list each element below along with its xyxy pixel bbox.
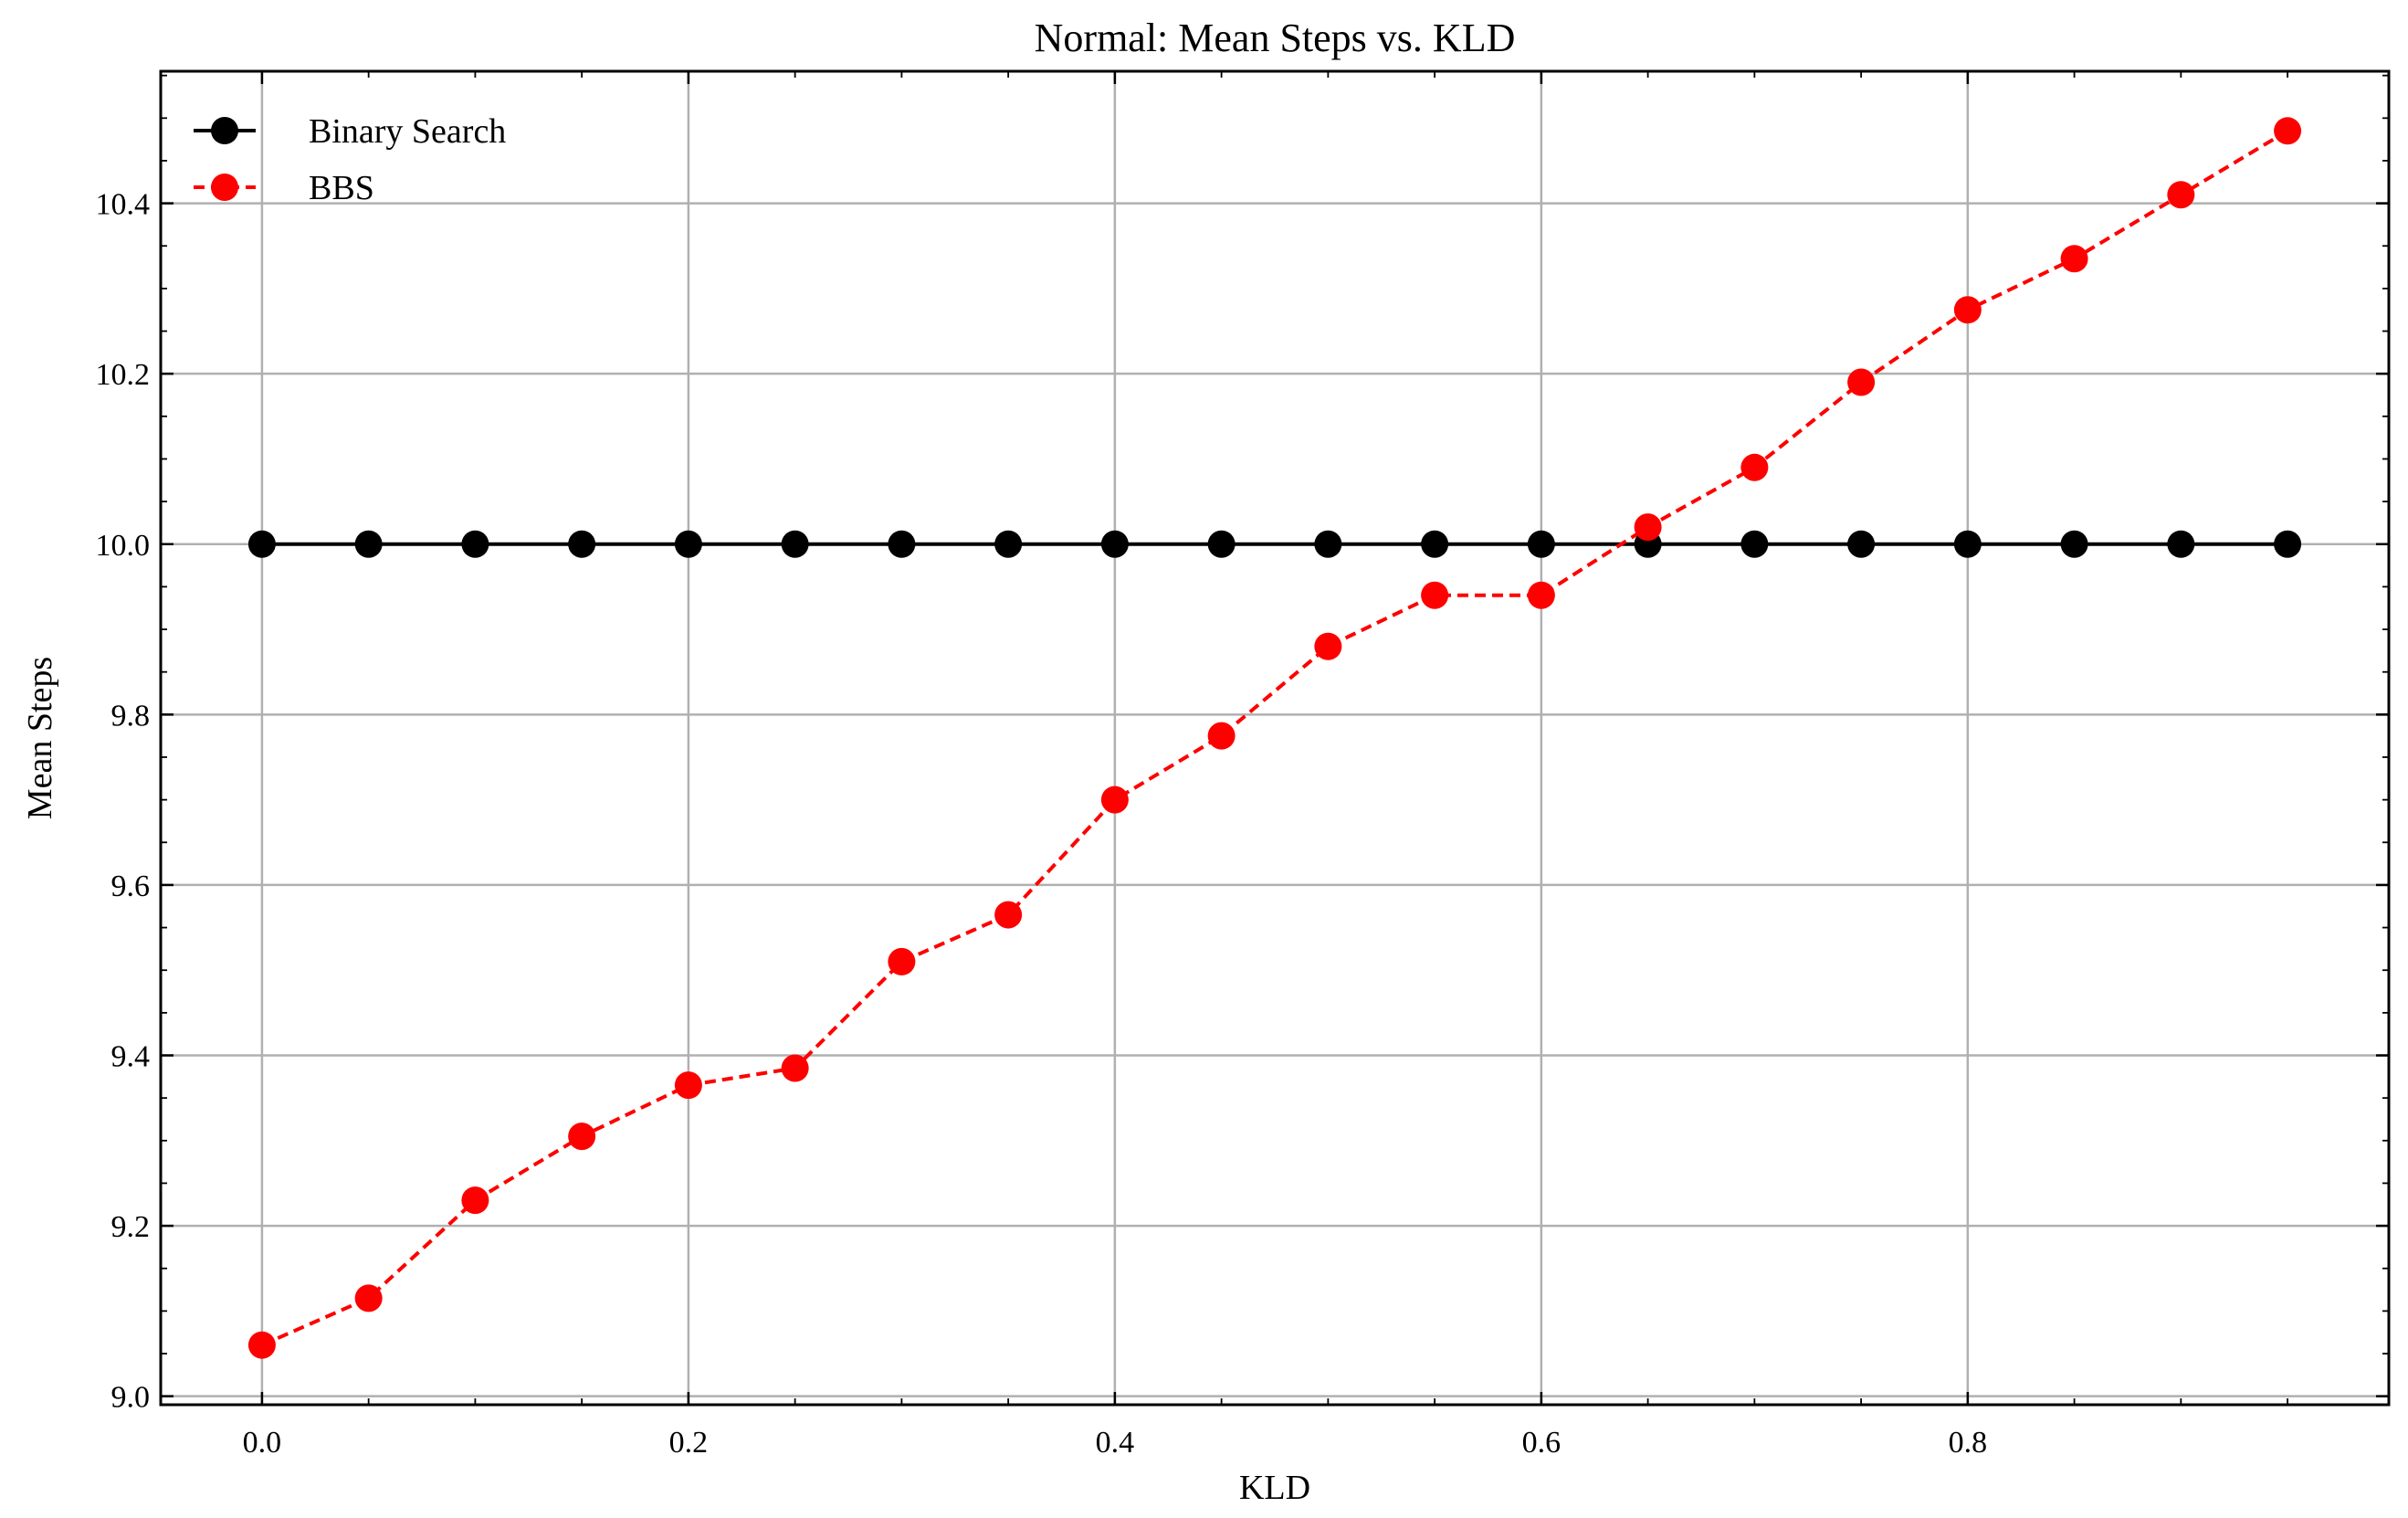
series-line-bbs (261, 129, 2289, 1347)
data-point-bbs (354, 1284, 383, 1312)
data-point-bbs (1527, 581, 1555, 609)
data-point-bbs (994, 901, 1023, 929)
legend-entry-binary-search: Binary Search (194, 112, 506, 151)
ticks (161, 71, 2389, 1405)
data-point-bbs (1740, 453, 1769, 481)
data-point-binary-search (1527, 530, 1555, 558)
series-layer (247, 117, 2302, 1359)
series-binary-search (247, 530, 2302, 558)
data-point-bbs (1100, 785, 1129, 814)
data-point-binary-search (461, 530, 489, 558)
tick-labels: 0.0 0.2 0.4 0.6 0.8 9.0 9.2 9.4 9.6 9.8 10.0 10.2 10… (96, 188, 1988, 1460)
x-tick-label: 0.2 (669, 1426, 709, 1460)
legend-label: BBS (309, 169, 374, 207)
data-point-binary-search (1421, 530, 1449, 558)
legend-entry-bbs: BBS (194, 169, 374, 207)
data-point-binary-search (2167, 530, 2195, 558)
data-point-bbs (2060, 245, 2088, 273)
data-point-binary-search (1100, 530, 1129, 558)
legend-marker (211, 117, 238, 144)
legend-label: Binary Search (309, 112, 506, 151)
data-point-binary-search (247, 530, 276, 558)
x-tick-label: 0.4 (1096, 1426, 1135, 1460)
data-point-binary-search (2274, 530, 2302, 558)
y-tick-label: 9.8 (111, 699, 151, 733)
y-axis-label: Mean Steps (21, 657, 59, 819)
series-bbs (247, 117, 2302, 1359)
data-point-binary-search (1314, 530, 1342, 558)
y-tick-label: 9.6 (111, 870, 151, 903)
data-point-bbs (1847, 368, 1876, 396)
data-point-bbs (247, 1331, 276, 1359)
data-point-binary-search (354, 530, 383, 558)
data-point-binary-search (2060, 530, 2088, 558)
data-point-bbs (2274, 117, 2302, 145)
data-point-binary-search (674, 530, 702, 558)
chart-title: Normal: Mean Steps vs. KLD (1035, 16, 1516, 60)
y-tick-label: 10.2 (96, 358, 151, 392)
data-point-binary-search (568, 530, 596, 558)
data-point-bbs (568, 1123, 596, 1151)
legend: Binary Search BBS (194, 112, 506, 207)
x-tick-label: 0.6 (1522, 1426, 1562, 1460)
data-point-binary-search (888, 530, 916, 558)
data-point-bbs (888, 947, 916, 975)
x-axis-label: KLD (1239, 1469, 1310, 1507)
data-point-bbs (1314, 632, 1342, 660)
data-point-binary-search (1740, 530, 1769, 558)
data-point-binary-search (1953, 530, 1982, 558)
data-point-bbs (1207, 722, 1236, 750)
data-point-binary-search (994, 530, 1023, 558)
y-tick-label: 10.0 (96, 529, 151, 563)
data-point-bbs (1953, 296, 1982, 324)
y-tick-label: 9.4 (111, 1040, 151, 1074)
y-tick-label: 10.4 (96, 188, 151, 222)
x-tick-label: 0.8 (1949, 1426, 1988, 1460)
y-tick-label: 9.2 (111, 1210, 151, 1244)
data-point-bbs (781, 1054, 809, 1082)
y-tick-label: 9.0 (111, 1381, 151, 1415)
data-point-bbs (1421, 581, 1449, 609)
data-point-binary-search (1847, 530, 1876, 558)
data-point-bbs (674, 1071, 702, 1100)
plot-frame (159, 69, 2391, 1407)
x-tick-label: 0.0 (243, 1426, 282, 1460)
data-point-binary-search (1207, 530, 1236, 558)
data-point-bbs (461, 1186, 489, 1215)
legend-marker (211, 174, 238, 201)
data-point-bbs (2167, 181, 2195, 209)
data-point-binary-search (781, 530, 809, 558)
data-point-bbs (1634, 513, 1662, 542)
